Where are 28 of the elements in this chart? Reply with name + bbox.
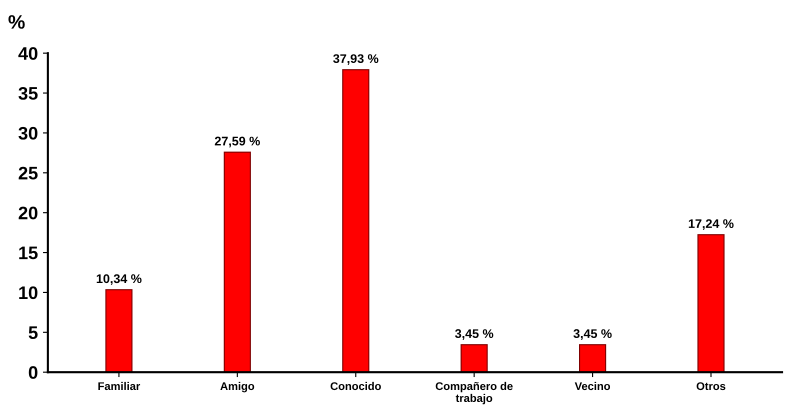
y-tick-label: 30 — [18, 126, 38, 140]
data-label: 37,93 % — [333, 54, 378, 65]
data-label: 3,45 % — [454, 329, 494, 340]
bar — [697, 234, 725, 372]
bar — [342, 69, 370, 372]
bar — [224, 152, 251, 372]
y-tick-label: 35 — [18, 86, 38, 100]
data-label: 17,24 % — [688, 219, 734, 230]
data-label: 27,59 % — [214, 136, 260, 148]
bar — [460, 344, 488, 372]
y-axis-title: % — [8, 15, 25, 29]
y-tick-label: 5 — [28, 326, 38, 340]
y-tick-label: 40 — [18, 47, 38, 60]
data-label: 3,45 % — [573, 329, 612, 340]
bar — [579, 344, 606, 372]
x-tick-label: Otros — [696, 382, 726, 390]
y-tick-label: 10 — [19, 286, 38, 300]
bar — [105, 289, 133, 372]
x-tick-label: Familiar — [98, 382, 140, 390]
y-tick-label: 0 — [28, 366, 38, 379]
y-tick-label: 15 — [19, 246, 38, 260]
y-tick-label: 20 — [18, 206, 38, 220]
data-label: 10,34 % — [96, 274, 142, 285]
y-tick-label: 25 — [18, 166, 38, 180]
x-tick-label: Amigo — [220, 382, 254, 392]
x-tick-label: Compañero de trabajo — [436, 382, 513, 404]
x-tick-label: Conocido — [330, 382, 381, 390]
x-tick-label: Vecino — [574, 382, 610, 390]
